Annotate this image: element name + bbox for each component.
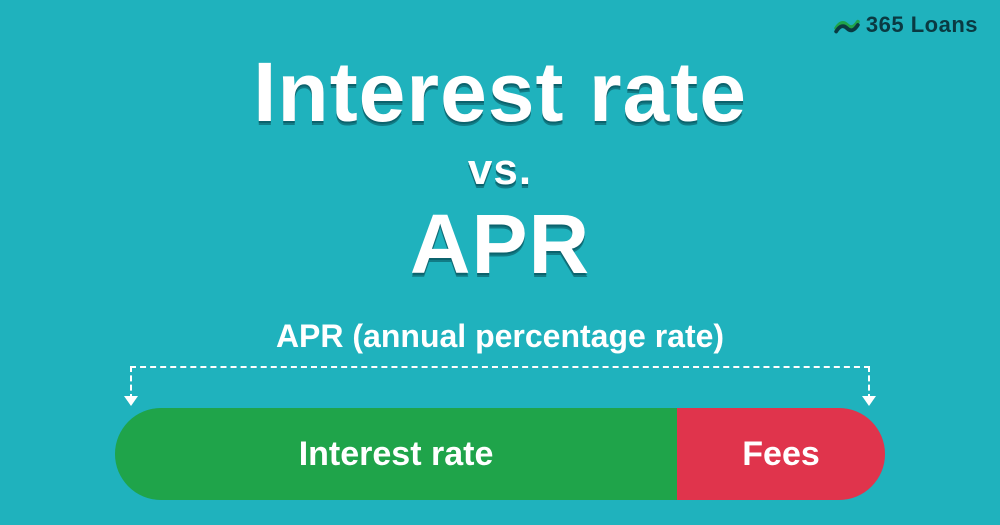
bracket-top-line xyxy=(130,366,870,368)
infographic-canvas: 365 Loans Interest rate vs. APR APR (ann… xyxy=(0,0,1000,525)
bracket-arrow-right-icon xyxy=(862,396,876,406)
apr-span-bracket xyxy=(130,366,870,406)
headline-line-1: Interest rate xyxy=(0,44,1000,141)
bracket-arrow-left-icon xyxy=(124,396,138,406)
headline-line-2: vs. xyxy=(0,145,1000,195)
pill-segment-fees: Fees xyxy=(677,408,885,500)
pill-segment-interest-rate: Interest rate xyxy=(115,408,677,500)
brand-mark-icon xyxy=(834,12,860,38)
apr-composition-bar: Interest rateFees xyxy=(115,408,885,500)
headline-line-3: APR xyxy=(0,196,1000,293)
bracket-drop-left xyxy=(130,366,132,400)
bracket-drop-right xyxy=(868,366,870,400)
brand-name: 365 Loans xyxy=(866,12,978,38)
brand-logo: 365 Loans xyxy=(834,12,978,38)
apr-caption: APR (annual percentage rate) xyxy=(0,318,1000,355)
